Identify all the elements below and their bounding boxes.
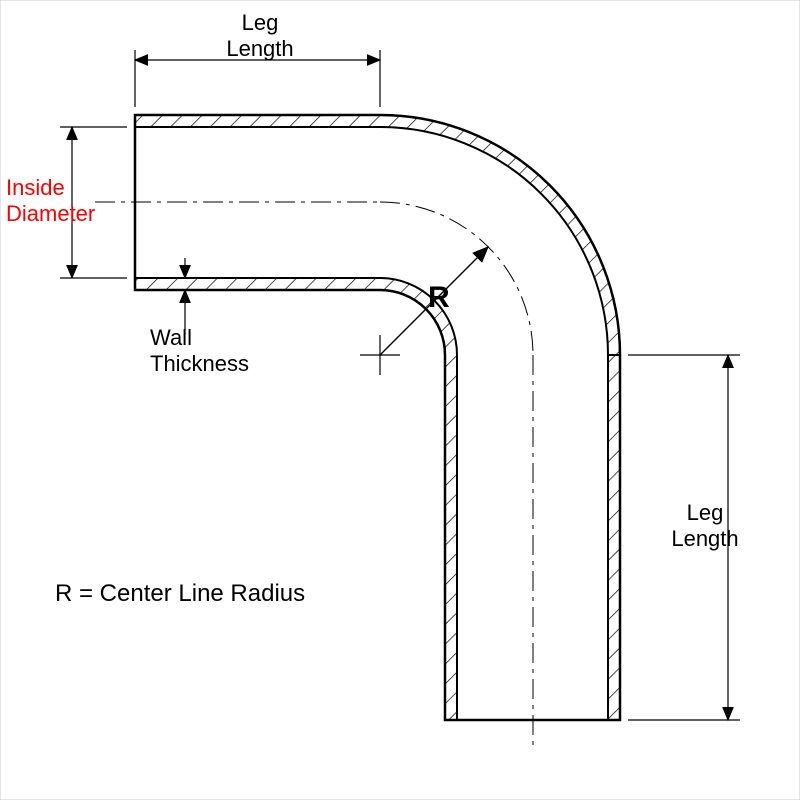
label-text: R — [428, 281, 450, 314]
label-text: LegLength — [226, 10, 293, 61]
label-leg-length-top: LegLength — [220, 10, 300, 63]
label-text: InsideDiameter — [6, 175, 95, 226]
label-text: WallThickness — [150, 325, 249, 376]
label-wall-thickness: WallThickness — [150, 325, 260, 378]
label-radius-symbol: R — [428, 280, 450, 316]
label-text: R = Center Line Radius — [55, 580, 305, 607]
right-wall-hatch — [608, 355, 620, 720]
outer-wall-hatch — [135, 115, 620, 355]
label-leg-length-right: LegLength — [665, 500, 745, 553]
label-inside-diameter: InsideDiameter — [0, 175, 106, 228]
elbow-outline — [135, 115, 620, 720]
label-radius-note: R = Center Line Radius — [55, 580, 305, 609]
label-text: LegLength — [671, 500, 738, 551]
elbow-diagram — [0, 0, 800, 800]
